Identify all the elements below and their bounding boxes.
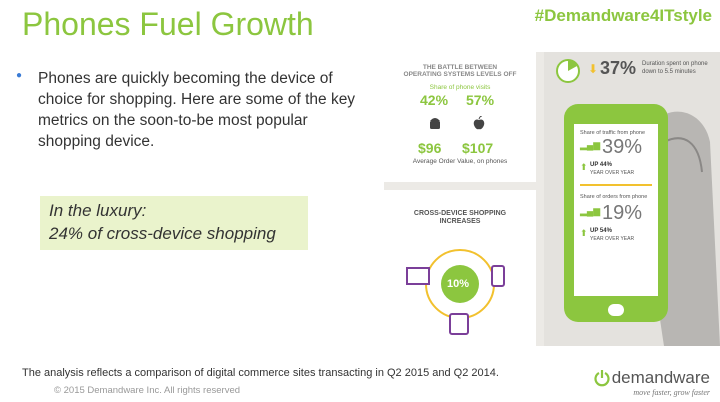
battle-title-1: THE BATTLE BETWEEN (422, 64, 498, 71)
battle-title-2: OPERATING SYSTEMS LEVELS OFF (403, 71, 517, 78)
duration-label-2: down to 5.5 minutes (642, 69, 696, 75)
bullet-icon: ● (16, 70, 23, 81)
bullet-text: Phones are quickly becoming the device o… (38, 70, 356, 150)
cross-title-2: INCREASES (439, 218, 481, 225)
duration-value: 37% (600, 58, 637, 78)
share-visits-label: Share of phone visits (429, 84, 491, 91)
duration-label-1: Duration spent on phone (642, 61, 708, 67)
up-arrow-icon-2: ⬆ (580, 228, 588, 238)
bar-chart-icon: ▂▄▆ (580, 140, 601, 150)
callout-line-2: 24% of cross-device shopping (49, 224, 276, 243)
home-button (608, 304, 624, 316)
phone-panel: ⬇ 37% Duration spent on phone down to 5.… (544, 52, 720, 346)
orders-label: Share of orders from phone (580, 194, 648, 200)
phone-screen: Share of traffic from phone ▂▄▆ 39% ⬆ UP… (574, 124, 658, 296)
aov-label: Average Order Value, on phones (412, 158, 508, 165)
slide-title: Phones Fuel Growth (22, 6, 314, 42)
ios-aov: $107 (462, 140, 494, 156)
traffic-yoy: YEAR OVER YEAR (590, 170, 635, 176)
orders-yoy: YEAR OVER YEAR (590, 236, 635, 242)
bar-chart-icon-2: ▂▄▆ (580, 206, 601, 216)
cross-title-1: CROSS-DEVICE SHOPPING (413, 210, 507, 217)
up-arrow-icon: ⬆ (580, 162, 588, 172)
android-aov: $96 (418, 140, 442, 156)
traffic-value: 39% (602, 136, 643, 158)
infographic: THE BATTLE BETWEEN OPERATING SYSTEMS LEV… (384, 52, 720, 346)
divider (580, 184, 652, 186)
cross-device-panel: CROSS-DEVICE SHOPPING INCREASES 10% (384, 190, 536, 346)
orders-value: 19% (602, 202, 643, 224)
hashtag: #Demandware4ITstyle (534, 6, 712, 25)
cross-device-cycle-icon (406, 249, 505, 335)
cross-value: 10% (447, 278, 470, 290)
traffic-label: Share of traffic from phone (580, 130, 646, 136)
android-icon (430, 118, 440, 129)
footnote: The analysis reflects a comparison of di… (22, 367, 499, 379)
apple-icon (473, 116, 485, 130)
callout-line-1: In the luxury: (49, 201, 147, 220)
luxury-callout: In the luxury: 24% of cross-device shopp… (40, 196, 308, 250)
android-share: 42% (420, 92, 449, 108)
down-arrow-icon: ⬇ (588, 62, 599, 76)
traffic-up: UP 44% (590, 162, 612, 168)
os-battle-panel: THE BATTLE BETWEEN OPERATING SYSTEMS LEV… (384, 52, 536, 182)
copyright: © 2015 Demandware Inc. All rights reserv… (54, 385, 241, 396)
demandware-logo: demandware move faster, grow faster (594, 368, 710, 397)
power-icon (594, 370, 610, 387)
orders-up: UP 54% (590, 228, 612, 234)
ios-share: 57% (466, 92, 495, 108)
stopwatch-icon (556, 59, 580, 83)
logo-text: demandware (611, 368, 710, 387)
logo-tagline: move faster, grow faster (633, 388, 710, 397)
